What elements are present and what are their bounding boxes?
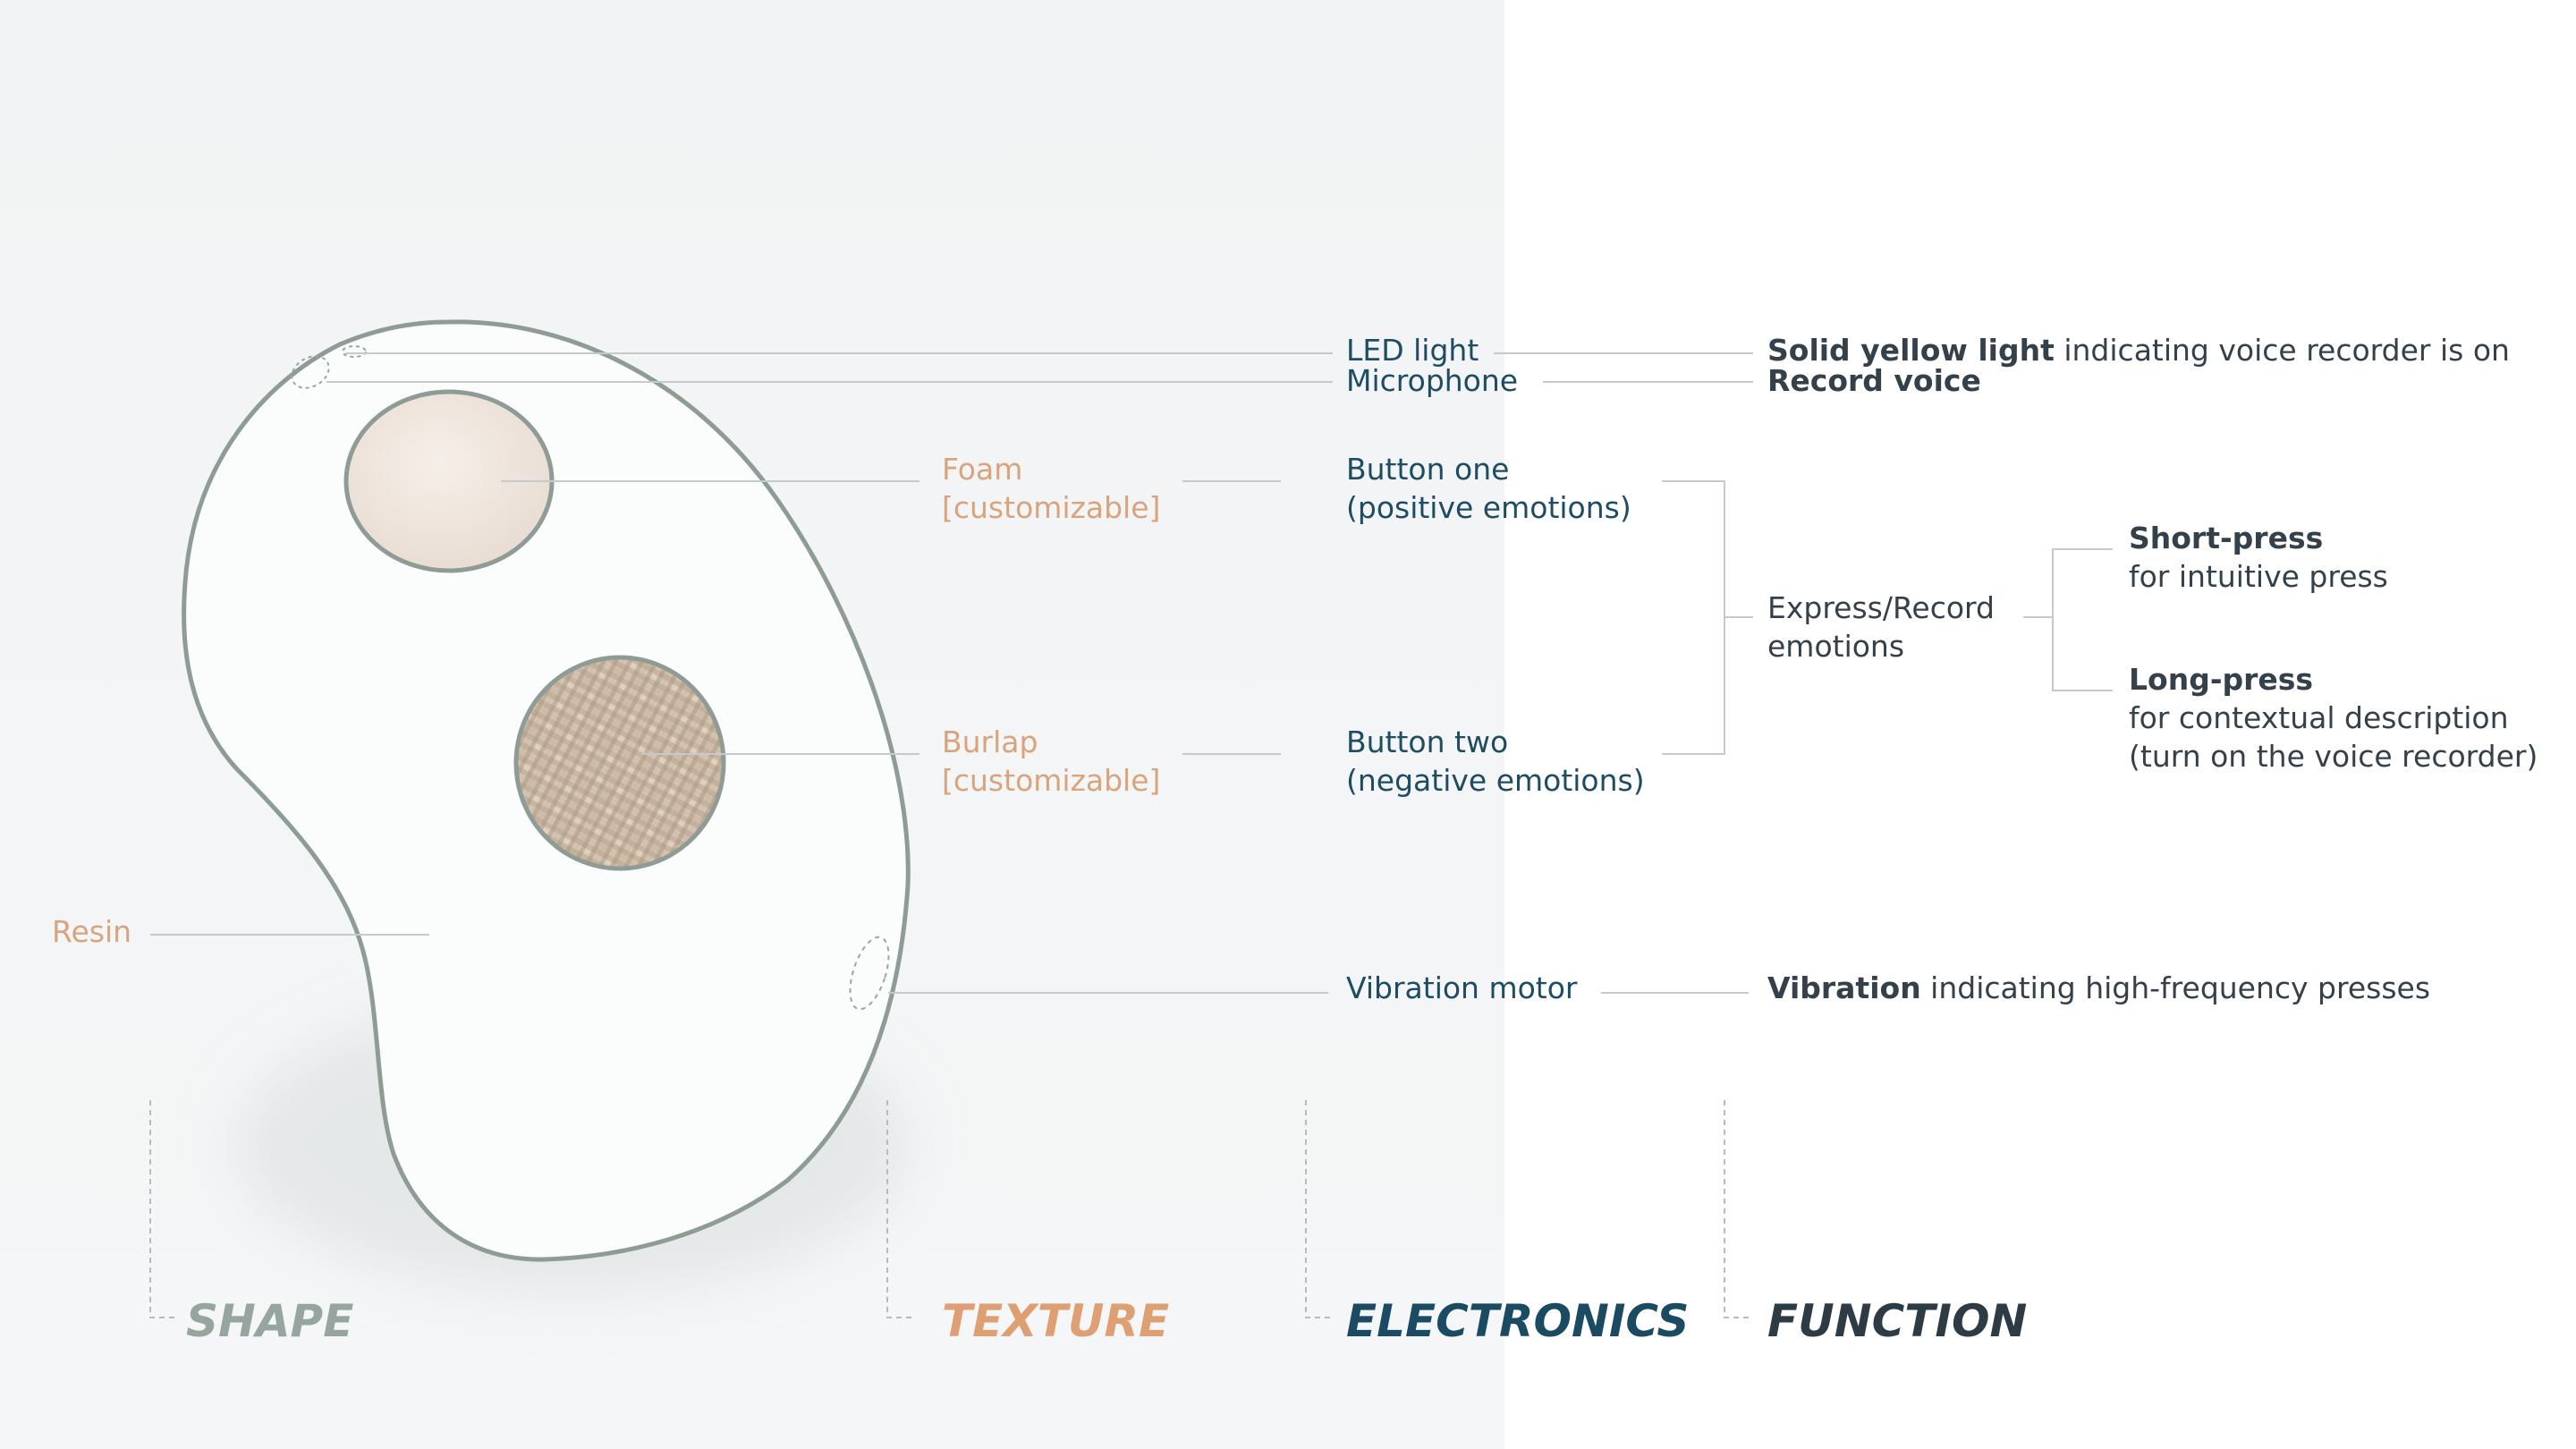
long-press-label: Long-press for contextual description (t…	[2129, 660, 2538, 775]
microphone-text: Microphone	[1346, 363, 1519, 398]
vibration-function-label: Vibration indicating high-frequency pres…	[1767, 969, 2430, 1007]
led-function-bold: Solid yellow light	[1767, 333, 2055, 368]
microphone-label: Microphone	[1346, 361, 1518, 400]
resin-label: Resin	[52, 912, 131, 951]
long-press-title: Long-press	[2129, 662, 2314, 697]
leader-lines	[150, 352, 2113, 994]
resin-label-text: Resin	[52, 914, 132, 949]
express-record-label: Express/Record emotions	[1767, 589, 1995, 665]
heading-function: FUNCTION	[1767, 1295, 2028, 1347]
vibration-motor-text: Vibration motor	[1346, 970, 1578, 1005]
long-press-desc2: (turn on the voice recorder)	[2129, 739, 2538, 774]
heading-shape: SHAPE	[186, 1295, 354, 1347]
heading-electronics: ELECTRONICS	[1346, 1295, 1690, 1347]
burlap-label: Burlap [customizable]	[942, 723, 1160, 800]
mic-function-bold: Record voice	[1767, 363, 1981, 398]
foam-label: Foam [customizable]	[942, 450, 1160, 527]
foam-label-line2: [customizable]	[942, 490, 1161, 525]
burlap-label-line1: Burlap	[942, 724, 1038, 759]
burlap-button	[513, 655, 726, 871]
long-press-desc1: for contextual description	[2129, 700, 2509, 735]
express-record-line2: emotions	[1767, 629, 1905, 664]
vibration-motor-label: Vibration motor	[1346, 969, 1578, 1007]
led-light-text: LED light	[1346, 333, 1479, 368]
heading-brackets	[149, 1100, 1751, 1318]
short-press-label: Short-press for intuitive press	[2129, 519, 2388, 596]
vibration-function-rest: indicating high-frequency presses	[1920, 970, 2431, 1005]
button-one-line2: (positive emotions)	[1346, 490, 1631, 525]
vibration-function-bold: Vibration	[1767, 970, 1921, 1005]
led-function-rest: indicating voice recorder is on	[2054, 333, 2510, 368]
led-light-label: LED light	[1346, 331, 1479, 369]
short-press-desc: for intuitive press	[2129, 559, 2388, 594]
vibration-function-line: Vibration indicating high-frequency pres…	[1767, 969, 2430, 1007]
button-one-label: Button one (positive emotions)	[1346, 450, 1631, 527]
foam-label-line1: Foam	[942, 452, 1023, 487]
vibration-motor-marker	[849, 936, 890, 1011]
short-press-title: Short-press	[2129, 521, 2324, 555]
microphone-marker	[291, 355, 330, 389]
burlap-label-line2: [customizable]	[942, 763, 1161, 798]
led-function-line: Solid yellow light indicating voice reco…	[1767, 331, 2510, 369]
heading-texture: TEXTURE	[942, 1295, 1170, 1347]
button-two-line1: Button two	[1346, 724, 1509, 759]
led-marker	[342, 345, 367, 358]
express-record-line1: Express/Record	[1767, 590, 1995, 625]
button-one-line1: Button one	[1346, 452, 1510, 487]
button-two-line2: (negative emotions)	[1346, 763, 1645, 798]
button-two-label: Button two (negative emotions)	[1346, 723, 1645, 800]
led-function-label: Solid yellow light indicating voice reco…	[1767, 331, 2510, 369]
mic-function-label: Record voice	[1767, 361, 1981, 400]
